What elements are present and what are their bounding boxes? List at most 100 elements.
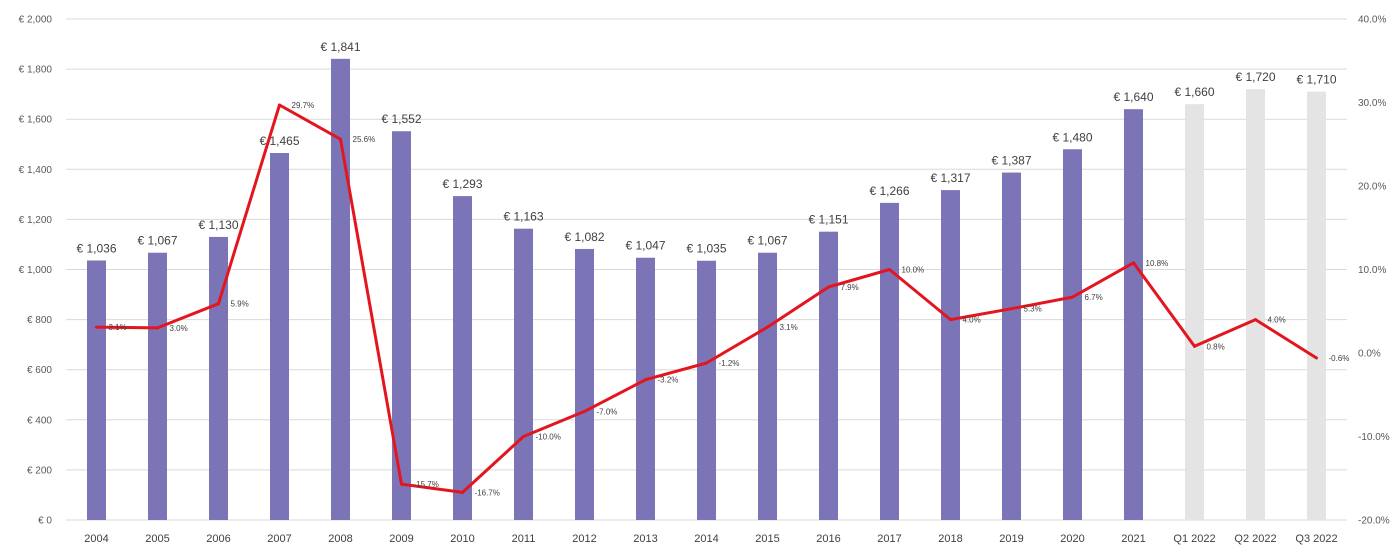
growth-label: 3.1% — [109, 323, 127, 332]
bar-value-label: € 1,317 — [930, 171, 970, 185]
category-label: 2014 — [694, 533, 718, 545]
growth-point — [95, 325, 98, 329]
category-label: 2018 — [938, 533, 962, 545]
category-label: 2004 — [84, 533, 108, 545]
left-tick-label: € 1,800 — [19, 65, 53, 76]
category-label: 2013 — [633, 533, 657, 545]
bar — [819, 231, 838, 520]
bar-value-label: € 1,552 — [381, 112, 421, 126]
bar-value-label: € 1,841 — [320, 40, 360, 54]
category-label: 2009 — [389, 533, 413, 545]
bar-value-label: € 1,480 — [1052, 130, 1092, 144]
category-label: Q1 2022 — [1173, 533, 1215, 545]
growth-point — [217, 302, 220, 306]
bar — [941, 190, 960, 521]
bar — [1002, 172, 1021, 520]
bar-value-label: € 1,640 — [1113, 90, 1153, 104]
growth-labels: 3.1% 3.0% 5.9% 29.7% 25.6% -15.7% -16.7% -10.0%… — [109, 101, 1350, 497]
category-label: 2012 — [572, 533, 596, 545]
left-tick-label: € 1,400 — [19, 165, 53, 176]
category-label: 2015 — [755, 533, 779, 545]
left-axis-ticks: € 0 € 200 € 400 € 600 € 800 € 1,000 € 1,200 € 1… — [19, 15, 53, 527]
bar — [1124, 109, 1143, 521]
bar-value-label: € 1,067 — [137, 234, 177, 248]
growth-label: 6.7% — [1085, 293, 1103, 302]
growth-point — [1315, 356, 1318, 360]
category-label: 2017 — [877, 533, 901, 545]
growth-point — [1010, 307, 1013, 311]
category-label: 2016 — [816, 533, 840, 545]
category-label: Q3 2022 — [1295, 533, 1337, 545]
bar-value-label: € 1,082 — [564, 230, 604, 244]
growth-point — [888, 268, 891, 271]
left-tick-label: € 1,000 — [19, 265, 53, 276]
bar — [270, 153, 289, 520]
left-tick-label: € 1,200 — [19, 215, 53, 226]
growth-label: -0.6% — [1329, 354, 1350, 363]
right-tick-label: 40.0% — [1358, 15, 1386, 26]
bar-value-label: € 1,293 — [442, 177, 482, 191]
growth-label: -16.7% — [475, 488, 500, 497]
growth-point — [522, 435, 525, 438]
bar-value-label: € 1,067 — [747, 234, 787, 248]
growth-label: 7.9% — [841, 283, 859, 292]
category-label: 2021 — [1121, 533, 1145, 545]
growth-label: -1.2% — [719, 359, 740, 368]
bar — [697, 260, 716, 520]
bar — [575, 248, 594, 521]
growth-point — [949, 318, 952, 322]
growth-point — [1132, 261, 1135, 265]
left-tick-label: € 1,600 — [19, 115, 53, 126]
growth-point — [400, 482, 403, 486]
right-tick-label: 20.0% — [1358, 182, 1386, 193]
growth-label: 3.0% — [170, 324, 188, 333]
left-tick-label: € 0 — [38, 516, 52, 527]
bar — [636, 257, 655, 520]
growth-point — [827, 285, 830, 289]
growth-point — [1071, 295, 1074, 299]
growth-point — [644, 378, 647, 382]
bar — [1307, 91, 1326, 521]
left-tick-label: € 2,000 — [19, 15, 53, 26]
category-labels: 2004 2005 2006 2007 2008 2009 2010 2011 2012 2013… — [84, 533, 1337, 545]
category-label: 2019 — [999, 533, 1023, 545]
right-tick-label: -10.0% — [1358, 432, 1390, 443]
right-tick-label: 30.0% — [1358, 98, 1386, 109]
category-label: 2020 — [1060, 533, 1084, 545]
growth-label: 5.3% — [1024, 305, 1042, 314]
right-tick-label: 10.0% — [1358, 265, 1386, 276]
growth-label: 29.7% — [292, 101, 315, 110]
growth-label: -7.0% — [597, 407, 618, 416]
growth-point — [339, 137, 342, 141]
category-label: 2006 — [206, 533, 230, 545]
growth-label: 4.0% — [963, 316, 981, 325]
right-tick-label: 0.0% — [1358, 349, 1381, 360]
bar-value-label: € 1,130 — [198, 218, 238, 232]
growth-label: -15.7% — [414, 480, 439, 489]
category-label: 2011 — [512, 533, 536, 545]
bar — [1185, 104, 1204, 521]
growth-point — [1254, 318, 1257, 322]
growth-line — [95, 103, 1318, 494]
bar-value-label: € 1,660 — [1174, 85, 1214, 99]
bar-value-labels: € 1,036€ 1,067€ 1,130€ 1,465€ 1,841€ 1,5… — [76, 40, 1336, 256]
bar — [87, 260, 106, 520]
bar-value-label: € 1,151 — [808, 213, 848, 227]
bar-value-label: € 1,163 — [503, 210, 543, 224]
category-label: 2010 — [450, 533, 474, 545]
growth-label: -3.2% — [658, 376, 679, 385]
bar-value-label: € 1,387 — [991, 154, 1031, 168]
bar-value-label: € 1,266 — [869, 184, 909, 198]
growth-label: 10.0% — [902, 266, 925, 275]
growth-point — [461, 490, 464, 494]
category-label: 2007 — [267, 533, 291, 545]
category-label: 2005 — [145, 533, 169, 545]
bar — [331, 58, 350, 520]
growth-label: 3.1% — [780, 323, 798, 332]
left-tick-label: € 800 — [27, 315, 52, 326]
growth-point — [583, 409, 586, 413]
category-label: 2008 — [328, 533, 352, 545]
growth-point — [705, 361, 708, 365]
bar-value-label: € 1,047 — [625, 239, 665, 253]
